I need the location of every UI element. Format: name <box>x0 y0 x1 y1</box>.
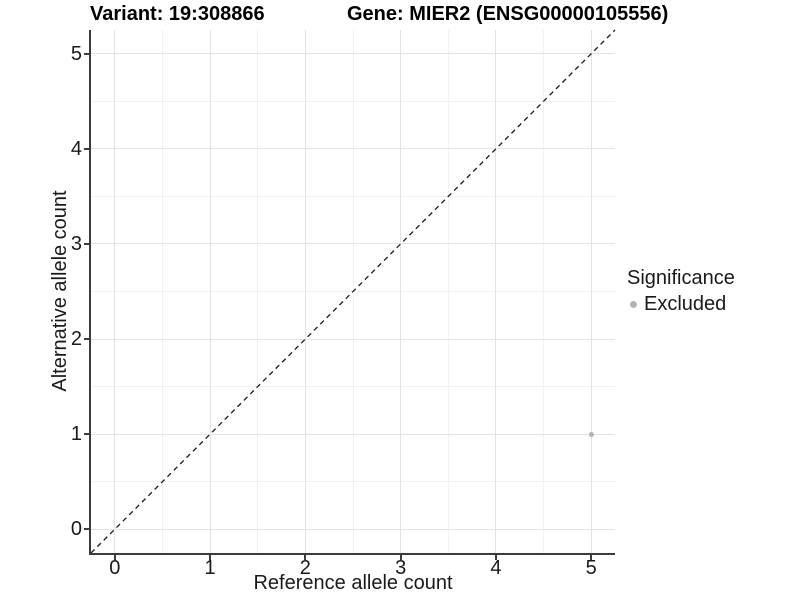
x-tick-label: 5 <box>585 557 597 579</box>
gridline-major-x <box>304 30 306 553</box>
legend-title: Significance <box>627 267 735 289</box>
y-tick-mark <box>84 338 89 341</box>
y-tick-label: 3 <box>70 232 82 255</box>
x-tick-mark <box>590 555 593 560</box>
gridline-major-x <box>495 30 497 553</box>
identity-dashed-line <box>90 29 616 554</box>
gridline-major-x <box>400 30 402 553</box>
excluded-point-icon <box>630 300 637 308</box>
y-tick-label: 1 <box>70 423 82 446</box>
y-tick-mark <box>84 433 89 436</box>
y-axis-title: Alternative allele count <box>49 190 71 392</box>
gridline-major-x <box>114 30 116 553</box>
y-tick-mark <box>84 528 89 531</box>
x-tick-label: 0 <box>109 557 121 579</box>
gridline-minor-y <box>91 481 615 483</box>
legend: Significance Excluded <box>627 265 735 317</box>
y-tick-label: 0 <box>70 518 82 541</box>
x-tick-label: 4 <box>490 557 502 579</box>
gridline-major-y <box>91 148 615 150</box>
plot-panel <box>89 29 616 555</box>
x-tick-mark <box>304 555 307 560</box>
variant-title: Variant: 19:308866 <box>90 3 265 25</box>
gridline-minor-y <box>91 100 615 102</box>
y-tick-mark <box>84 52 89 55</box>
gridline-major-x <box>590 30 592 553</box>
x-tick-mark <box>113 555 116 560</box>
y-tick-label: 4 <box>70 137 82 160</box>
x-tick-label: 2 <box>299 557 311 579</box>
gridline-major-x <box>209 30 211 553</box>
x-tick-mark <box>399 555 402 560</box>
gridline-minor-y <box>91 195 615 197</box>
gridline-minor-y <box>91 386 615 388</box>
gridline-major-y <box>91 53 615 55</box>
x-tick-mark <box>209 555 212 560</box>
x-tick-label: 1 <box>204 557 216 579</box>
legend-item-excluded: Excluded <box>627 291 735 317</box>
gridline-major-y <box>91 528 615 530</box>
y-tick-mark <box>84 147 89 150</box>
gridline-major-y <box>91 433 615 435</box>
gene-title: Gene: MIER2 (ENSG00000105556) <box>347 3 669 25</box>
x-axis-title: Reference allele count <box>253 572 453 594</box>
gridline-major-y <box>91 338 615 340</box>
legend-item-label: Excluded <box>644 293 727 315</box>
y-tick-mark <box>84 242 89 245</box>
data-point-excluded <box>588 431 594 437</box>
y-tick-label: 5 <box>70 42 82 65</box>
x-tick-label: 3 <box>395 557 407 579</box>
y-tick-label: 2 <box>70 328 82 351</box>
gridline-major-y <box>91 243 615 245</box>
x-tick-mark <box>494 555 497 560</box>
